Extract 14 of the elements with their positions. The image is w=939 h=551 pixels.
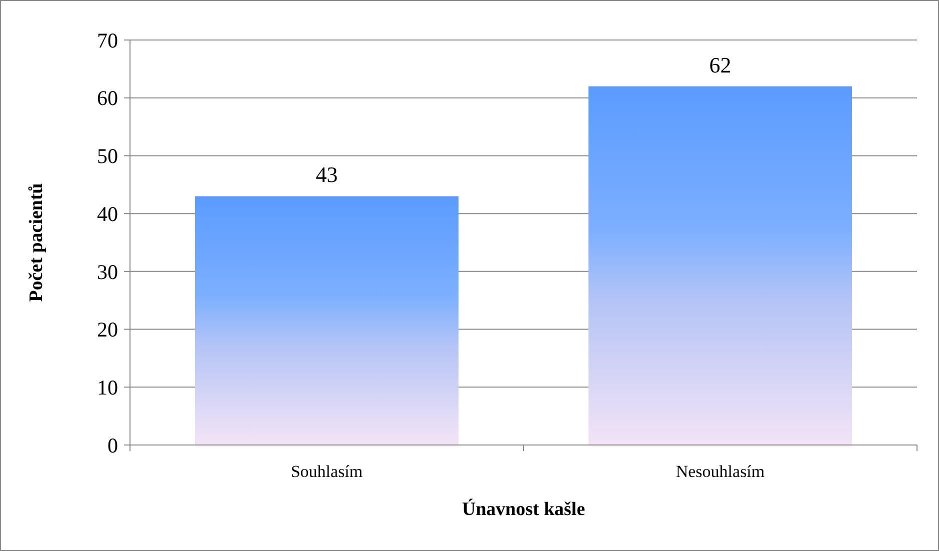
y-axis-title: Počet pacientů [26, 182, 47, 302]
data-label: 62 [709, 52, 732, 78]
y-tick-label: 40 [97, 202, 118, 226]
y-tick-label: 20 [97, 318, 118, 342]
y-tick-label: 10 [97, 375, 118, 400]
x-tick-label: Souhlasím [290, 462, 363, 481]
y-tick-label: 0 [108, 433, 118, 458]
x-tick-label: Nesouhlasím [676, 462, 765, 481]
x-axis-title: Únavnost kašle [462, 498, 585, 520]
y-tick-label: 50 [97, 144, 118, 168]
y-tick-label: 60 [97, 86, 118, 110]
y-tick-label: 70 [97, 28, 118, 52]
y-tick-label: 30 [97, 260, 118, 284]
data-label: 43 [316, 162, 338, 188]
